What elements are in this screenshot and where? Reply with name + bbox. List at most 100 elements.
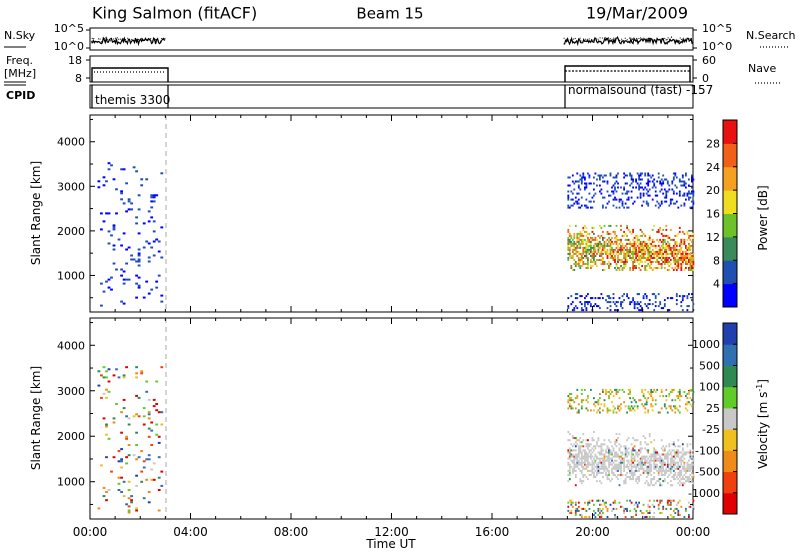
velocity-echo-cell [653,451,656,454]
velocity-echo-cell [600,503,603,506]
power-echo-cell [621,295,624,298]
velocity-echo-cell [615,453,618,456]
velocity-echo-cell [671,449,674,452]
velocity-echo-cell [600,463,603,466]
power-echo-cell [612,257,615,259]
velocity-echo-cell [155,403,159,405]
velocity-echo-cell [102,392,106,395]
power-echo-cell [660,178,663,181]
power-echo-cell [135,296,138,299]
velocity-echo-cell [685,509,687,512]
velocity-echo-cell [644,469,647,472]
power-echo-cell [674,259,677,261]
power-echo-cell [597,174,600,177]
velocity-echo-cell [102,366,106,369]
velocity-echo-cell [142,423,146,426]
velocity-echo-cell [666,411,669,414]
velocity-echo-cell [680,478,683,481]
velocity-echo-cell [653,505,656,508]
velocity-echo-cell [645,465,648,468]
velocity-echo-cell [120,476,123,479]
power-echo-cell [135,170,138,173]
velocity-echo-cell [155,380,159,383]
power-echo-cell [651,248,654,251]
power-echo-cell [621,250,624,253]
velocity-echo-cell [618,484,621,487]
velocity-echo-cell [626,459,628,462]
power-echo-cell [576,236,579,239]
velocity-echo-cell [580,459,583,462]
power-echo-cell [618,198,621,201]
velocity-echo-cell [681,447,684,450]
velocity-echo-cell [591,463,594,466]
power-echo-cell [688,252,690,255]
power-echo-cell [105,212,108,215]
power-echo-cell [588,174,591,177]
velocity-echo-cell [112,456,116,459]
velocity-echo-cell [677,449,680,452]
power-echo-cell [683,184,686,187]
velocity-echo-cell [663,453,666,456]
velocity-echo-cell [603,453,606,456]
power-echo-cell [656,259,659,261]
velocity-echo-cell [671,388,674,391]
velocity-echo-cell [606,409,609,412]
velocity-echo-cell [674,399,677,402]
power-echo-cell [686,261,689,263]
velocity-echo-cell [608,439,610,442]
power-echo-cell [654,297,657,300]
velocity-echo-cell [593,474,595,476]
velocity-echo-cell [580,457,583,460]
power-echo-cell [689,238,692,241]
power-echo-cell [635,178,637,181]
power-echo-cell [567,244,570,247]
power-colorbar-tick-label: 12 [706,231,720,244]
power-echo-cell [145,280,149,283]
power-echo-cell [691,267,693,269]
power-echo-cell [567,196,570,199]
velocity-echo-cell [689,467,692,470]
power-echo-cell [653,250,656,253]
velocity-echo-cell [130,499,133,502]
power-echo-cell [574,305,577,308]
power-echo-cell [691,192,693,195]
power-echo-cell [647,303,650,306]
power-echo-cell [638,259,640,261]
power-ytick-label-1000: 1000 [57,269,85,282]
power-echo-cell [112,228,116,231]
velocity-echo-cell [618,474,621,476]
power-echo-cell [568,232,571,235]
power-echo-cell [668,248,671,251]
velocity-echo-cell [615,476,618,478]
power-echo-cell [683,295,686,298]
power-echo-cell [662,180,665,183]
power-echo-cell [614,186,616,189]
velocity-echo-cell [605,388,607,391]
velocity-echo-cell [648,465,651,468]
power-echo-cell [683,192,686,195]
velocity-echo-cell [626,465,628,468]
power-echo-cell [674,240,677,243]
velocity-echo-cell [672,465,675,468]
velocity-echo-cell [570,455,573,458]
power-echo-cell [122,282,126,285]
power-echo-cell [657,261,660,263]
velocity-colorbar-segment [723,323,737,345]
power-echo-cell [647,246,650,249]
frequency-panel: Freq. [MHz] 18 8 60 0 Nave [4,54,780,85]
velocity-echo-cell [587,397,589,400]
velocity-echo-cell [678,451,681,454]
power-echo-cell [647,184,650,187]
cpid-panel: CPID themis 3300 normalsound (fast) -157 [4,83,713,109]
power-echo-cell [585,242,588,245]
power-echo-cell [688,190,690,193]
velocity-echo-cell [576,459,579,462]
velocity-echo-cell [688,469,690,472]
velocity-echo-cell [579,478,582,481]
velocity-echo-cell [587,439,589,442]
power-echo-cell [606,255,609,257]
velocity-echo-cell [647,482,650,485]
velocity-echo-cell [568,453,571,456]
power-echo-cell [636,236,639,239]
velocity-echo-cell [641,465,643,468]
